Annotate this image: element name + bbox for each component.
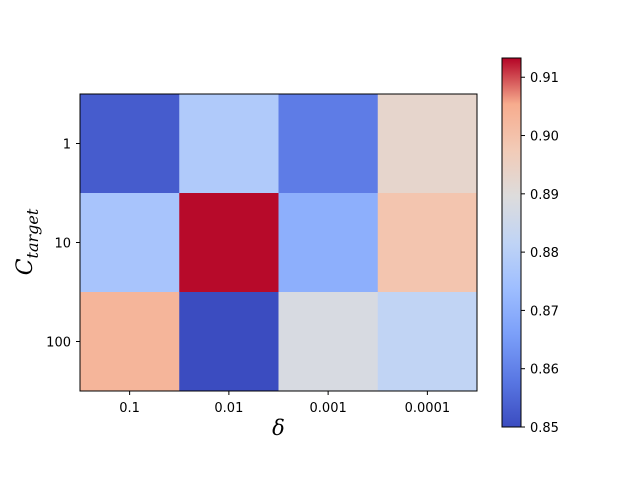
x-tick-label: 0.001: [310, 401, 347, 416]
x-tick-label: 0.0001: [405, 401, 451, 416]
heatmap-cell: [278, 292, 379, 392]
heatmap-cell: [80, 94, 180, 194]
heatmap-cells: [80, 94, 478, 392]
x-tick-label: 0.01: [214, 401, 243, 416]
colorbar-ticks: 0.85 0.86 0.87 0.88 0.89 0.90 0.91: [521, 71, 559, 436]
colorbar-tick-label: 0.86: [530, 363, 559, 378]
x-tick-label: 0.1: [119, 401, 140, 416]
y-axis-label: Ctarget: [13, 208, 42, 275]
heatmap-cell: [377, 193, 478, 293]
heatmap-cell: [377, 292, 478, 392]
colorbar: [501, 57, 522, 428]
colorbar-tick-label: 0.88: [530, 246, 559, 261]
colorbar-tick-label: 0.87: [530, 304, 559, 319]
y-axis-label-subscript: target: [23, 208, 42, 258]
heatmap-cell: [80, 193, 180, 293]
heatmap-cell: [80, 292, 180, 392]
colorbar-tick-label: 0.91: [530, 71, 559, 86]
y-tick-label: 10: [54, 237, 71, 252]
y-tick-label: 1: [63, 138, 71, 153]
y-axis-label-main: C: [13, 258, 38, 275]
colorbar-tick-label: 0.89: [530, 188, 559, 203]
colorbar-tick-label: 0.90: [530, 130, 559, 145]
svg-text:Ctarget: Ctarget: [13, 208, 42, 275]
heatmap-cell: [278, 193, 379, 293]
heatmap-cell: [179, 292, 279, 392]
heatmap-cell: [179, 94, 279, 194]
x-axis-ticks: 0.1 0.01 0.001 0.0001: [119, 391, 450, 416]
heatmap-cell: [377, 94, 478, 194]
colorbar-tick-label: 0.85: [530, 421, 559, 436]
heatmap-cell: [278, 94, 379, 194]
y-tick-label: 100: [46, 336, 71, 351]
heatmap-cell: [179, 193, 279, 293]
y-axis-ticks: 1 10 100: [46, 138, 80, 351]
x-axis-label: δ: [272, 416, 285, 440]
